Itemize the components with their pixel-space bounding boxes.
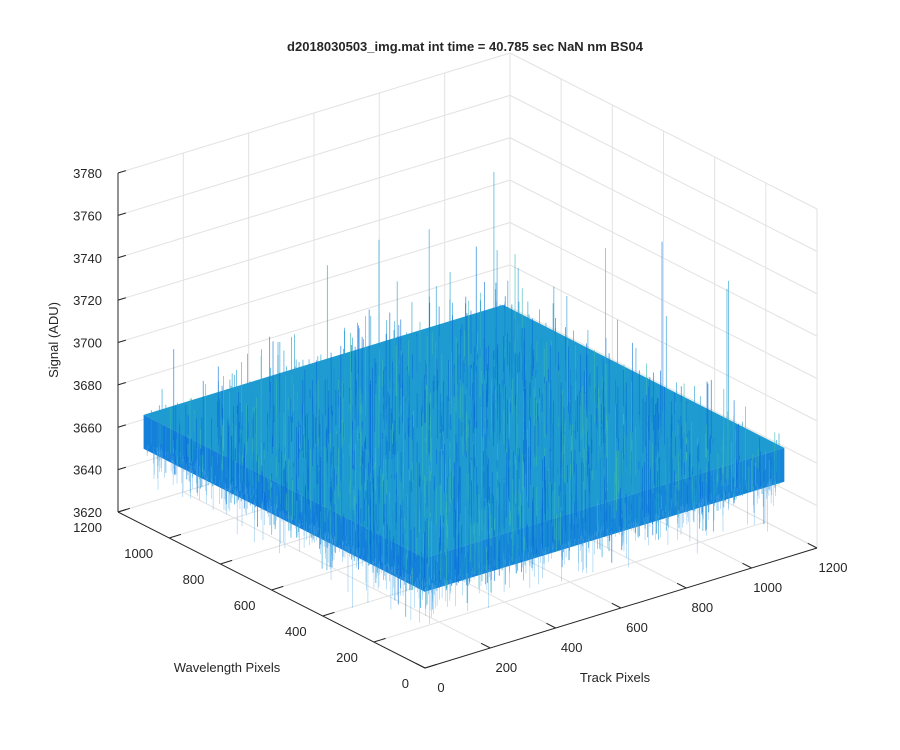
x-tick-mark <box>807 542 818 549</box>
z-tick-label: 3740 <box>73 251 102 266</box>
z-tick-mark <box>117 297 126 301</box>
x-tick-label: 600 <box>626 620 648 635</box>
y-tick-label: 200 <box>336 650 358 665</box>
y-tick-mark <box>322 611 335 617</box>
x-tick-mark <box>676 582 687 589</box>
grid-line <box>509 179 818 337</box>
z-tick-mark <box>117 212 126 216</box>
y-tick-mark <box>373 637 386 643</box>
z-tick-label: 3620 <box>73 505 102 520</box>
x-tick-mark <box>611 602 622 609</box>
grid-line <box>373 521 766 643</box>
tick-marks <box>117 170 818 669</box>
grid-line <box>117 264 511 386</box>
z-tick-label: 3720 <box>73 293 102 308</box>
z-tick-label: 3780 <box>73 166 102 181</box>
z-tick-mark <box>117 170 126 174</box>
grid-line <box>117 94 511 216</box>
grid-line <box>509 222 818 379</box>
x-tick-label: 1000 <box>753 580 782 595</box>
z-tick-mark <box>117 254 126 259</box>
x-tick-mark <box>742 562 752 569</box>
x-tick-label: 800 <box>691 600 713 615</box>
x-tick-label: 1200 <box>819 560 848 575</box>
y-tick-mark <box>220 559 233 565</box>
y-tick-mark <box>424 663 437 669</box>
x-tick-mark <box>415 662 426 669</box>
z-tick-mark <box>117 424 126 428</box>
x-tick-mark <box>546 622 556 629</box>
y-tick-label: 600 <box>234 598 256 613</box>
y-tick-label: 400 <box>285 624 307 639</box>
grid-line <box>117 179 511 301</box>
grid-line <box>509 52 818 210</box>
x-axis-title: Track Pixels <box>580 670 651 685</box>
z-tick-label: 3700 <box>73 336 102 351</box>
grid-line <box>117 52 511 174</box>
tick-labels: 0 200 400 600 800 1000 1200 0 200 400 600 800 1000 12… <box>73 166 847 695</box>
z-tick-mark <box>117 339 126 343</box>
y-axis-title: Wavelength Pixels <box>174 660 281 675</box>
y-tick-label: 1200 <box>73 520 102 535</box>
x-tick-label: 0 <box>437 680 444 695</box>
grid-line <box>117 222 511 343</box>
chart-title: d2018030503_img.mat int time = 40.785 se… <box>287 39 644 54</box>
grid-line <box>509 306 818 464</box>
grid-line <box>117 137 511 259</box>
z-tick-label: 3760 <box>73 208 102 223</box>
z-tick-mark <box>117 381 126 386</box>
y-tick-label: 0 <box>402 676 409 691</box>
y-tick-label: 800 <box>183 572 205 587</box>
y-tick-mark <box>169 533 182 539</box>
x-tick-label: 400 <box>561 640 583 655</box>
z-tick-label: 3680 <box>73 378 102 393</box>
z-tick-label: 3660 <box>73 420 102 435</box>
grid-line <box>509 264 818 422</box>
grid-line <box>509 137 818 295</box>
surface <box>143 171 785 625</box>
z-tick-mark <box>117 466 126 471</box>
x-tick-mark <box>480 642 491 649</box>
x-tick-label: 200 <box>495 660 517 675</box>
y-tick-mark <box>271 585 284 591</box>
z-tick-label: 3640 <box>73 463 102 478</box>
z-tick-mark <box>117 509 126 513</box>
grid-line <box>509 94 818 252</box>
y-tick-label: 1000 <box>124 546 153 561</box>
z-axis-title: Signal (ADU) <box>46 302 61 378</box>
